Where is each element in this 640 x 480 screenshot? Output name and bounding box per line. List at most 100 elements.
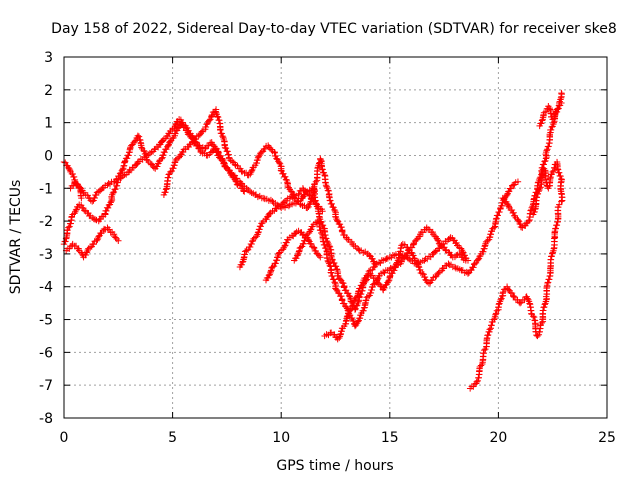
data-point	[95, 233, 102, 240]
data-point	[74, 181, 82, 188]
data-point	[166, 130, 173, 137]
data-point	[301, 187, 309, 195]
data-point	[317, 253, 324, 261]
data-point	[327, 197, 334, 204]
data-point	[493, 215, 500, 222]
data-point	[535, 188, 542, 195]
data-point	[81, 207, 88, 214]
data-point	[66, 223, 73, 230]
data-point	[514, 178, 522, 185]
data-point	[269, 263, 276, 271]
x-axis-label: GPS time / hours	[276, 458, 393, 474]
data-point	[167, 138, 174, 145]
ticks: 0 5 10 15 20 25 -8 -7 -6 -5 -4 -3 -2 -1 0 1 2 3	[39, 50, 616, 446]
data-point	[220, 160, 228, 167]
data-point	[499, 194, 506, 202]
data-point	[429, 277, 436, 284]
data-point	[78, 250, 86, 258]
data-point	[287, 193, 295, 200]
data-point	[92, 191, 100, 199]
data-point	[515, 217, 522, 224]
data-point	[205, 142, 212, 149]
data-point	[550, 120, 557, 128]
data-point	[206, 117, 213, 124]
data-point	[391, 267, 398, 274]
data-point	[474, 377, 481, 385]
data-point	[543, 147, 550, 154]
data-point	[162, 189, 169, 196]
data-point	[324, 257, 331, 265]
data-point	[179, 148, 187, 156]
data-point	[90, 215, 97, 223]
data-point	[93, 237, 100, 244]
series-track-7	[262, 227, 324, 284]
data-point	[311, 244, 318, 252]
data-point	[71, 210, 78, 217]
data-point	[329, 272, 336, 280]
data-point	[319, 208, 326, 215]
data-point	[104, 204, 112, 212]
data-point	[473, 378, 480, 386]
data-point	[328, 200, 335, 208]
data-point	[322, 245, 330, 252]
data-point	[112, 234, 119, 241]
data-point	[343, 303, 350, 311]
data-point	[350, 299, 357, 307]
data-point	[558, 197, 566, 204]
data-point	[413, 236, 420, 244]
data-point	[287, 187, 295, 195]
data-point	[307, 199, 314, 207]
data-point	[339, 279, 346, 286]
y-tick-label: -7	[39, 378, 53, 394]
data-point	[172, 121, 179, 129]
data-point	[90, 240, 97, 248]
x-tick-label: 15	[381, 430, 399, 446]
data-point	[362, 297, 370, 304]
data-point	[254, 229, 262, 236]
data-point	[330, 276, 338, 283]
data-point	[318, 229, 325, 237]
data-point	[138, 144, 145, 151]
data-point	[214, 113, 221, 120]
data-point	[322, 182, 330, 189]
data-point	[160, 151, 167, 159]
data-point	[547, 126, 555, 134]
data-point	[334, 217, 341, 224]
data-point	[420, 271, 427, 278]
data-point	[135, 133, 143, 140]
data-point	[255, 153, 262, 160]
data-point	[541, 158, 548, 165]
y-tick-label: -4	[39, 280, 53, 296]
data-point	[459, 253, 466, 261]
data-point	[531, 208, 538, 216]
data-point	[385, 277, 392, 285]
data-point	[304, 204, 311, 212]
data-point	[517, 220, 524, 228]
data-point	[69, 170, 76, 178]
data-point	[241, 248, 249, 255]
data-point	[230, 171, 237, 179]
data-point	[319, 222, 327, 229]
data-point	[229, 158, 236, 165]
data-point	[538, 319, 546, 327]
series-track-6	[236, 185, 326, 271]
data-point	[305, 229, 313, 237]
data-point	[216, 154, 223, 161]
data-point	[417, 269, 425, 277]
data-point	[530, 313, 538, 321]
data-point	[504, 201, 512, 209]
data-point	[484, 331, 492, 339]
data-point	[336, 276, 344, 283]
data-point	[212, 109, 220, 116]
data-point	[217, 126, 224, 134]
data-point	[492, 310, 500, 317]
data-point	[490, 316, 498, 323]
data-point	[286, 194, 294, 202]
data-point	[552, 225, 559, 232]
series	[60, 89, 566, 392]
data-point	[258, 148, 265, 156]
data-point	[272, 260, 279, 267]
data-point	[497, 296, 504, 303]
data-point	[534, 332, 541, 340]
data-point	[374, 279, 382, 287]
